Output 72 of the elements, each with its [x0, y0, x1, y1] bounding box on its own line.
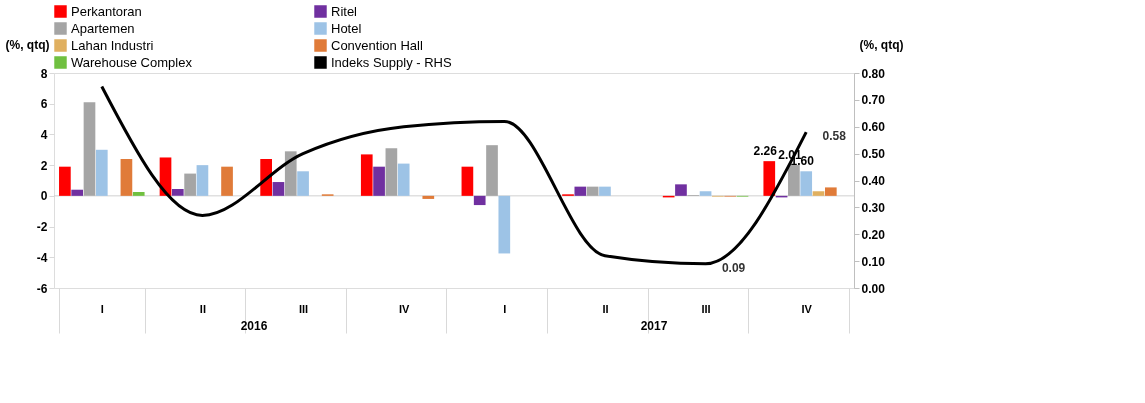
- y2-tick-label: 0.20: [861, 227, 886, 242]
- bar: [360, 154, 373, 196]
- y2-tick-label: 0.40: [861, 174, 886, 188]
- y2-tick-label: 0.30: [861, 200, 886, 215]
- data-label: 0.58: [822, 129, 847, 144]
- legend-label: Ritel: [331, 3, 358, 19]
- legend-label: Hotel: [331, 20, 362, 36]
- bar: [824, 187, 837, 196]
- y-tick-label: 2: [40, 158, 48, 173]
- data-label: 0.09: [721, 260, 746, 275]
- bar: [763, 161, 776, 196]
- bar: [699, 191, 712, 196]
- bar: [221, 166, 233, 196]
- y2-tick-label: 0.50: [861, 147, 886, 162]
- bar: [422, 195, 435, 199]
- bar: [473, 195, 486, 206]
- legend-label: Lahan Industri: [71, 37, 154, 53]
- bar: [373, 166, 385, 196]
- x-tick-label: IV: [398, 302, 411, 315]
- text: 2017: [640, 319, 668, 333]
- bar: [788, 164, 800, 196]
- y-tick-label: 0: [40, 189, 48, 204]
- bar: [184, 173, 196, 196]
- y2-tick-label: 0.10: [861, 254, 886, 269]
- bar: [284, 151, 297, 196]
- bar: [171, 188, 184, 196]
- legend-label: Warehouse Complex: [71, 54, 193, 70]
- bar: [95, 149, 108, 196]
- bar: [83, 102, 96, 196]
- y-tick-label: 4: [40, 127, 48, 142]
- bar: [574, 186, 587, 196]
- bar: [675, 184, 687, 196]
- y-tick-label: 6: [40, 97, 48, 112]
- x-tick-label: I: [100, 302, 104, 315]
- bar: [272, 182, 285, 196]
- y-axis-title: (%, qtq): [5, 37, 50, 52]
- legend-label: Indeks Supply - RHS: [331, 54, 452, 70]
- bar: [498, 195, 511, 254]
- y-tick-label: -4: [36, 250, 48, 265]
- bar: [486, 145, 498, 196]
- legend-label: Apartemen: [71, 20, 135, 36]
- bar: [120, 159, 133, 196]
- bar: [71, 189, 84, 196]
- data-label: 2.26: [753, 144, 778, 159]
- y2-tick-label: 0.00: [861, 281, 886, 296]
- x-tick-label: III: [298, 302, 309, 315]
- bar: [385, 148, 398, 196]
- x-tick-label: I: [503, 302, 507, 315]
- bar: [196, 165, 209, 196]
- bar: [599, 186, 611, 196]
- bar: [59, 166, 71, 196]
- bar: [812, 191, 825, 196]
- legend-label: Perkantoran: [71, 3, 142, 19]
- x-tick-label: IV: [801, 302, 813, 315]
- y2-tick-label: 0.60: [861, 120, 886, 135]
- x-tick-label: II: [602, 302, 609, 315]
- y2-axis-title: (%, qtq): [859, 37, 904, 52]
- bar: [132, 192, 145, 196]
- y-tick-label: -2: [36, 220, 48, 235]
- text: 2016: [240, 319, 268, 333]
- x-tick-label: III: [701, 302, 711, 315]
- bar: [586, 186, 599, 196]
- y-tick-label: 8: [40, 66, 48, 81]
- bar: [461, 166, 474, 196]
- bar: [800, 171, 813, 196]
- legend-label: Convention Hall: [331, 37, 423, 53]
- y2-tick-label: 0.80: [861, 66, 886, 81]
- x-tick-label: II: [199, 302, 206, 315]
- y2-tick-label: 0.70: [861, 93, 886, 108]
- y-tick-label: -6: [36, 281, 48, 296]
- bar: [397, 163, 410, 196]
- bar: [297, 171, 309, 196]
